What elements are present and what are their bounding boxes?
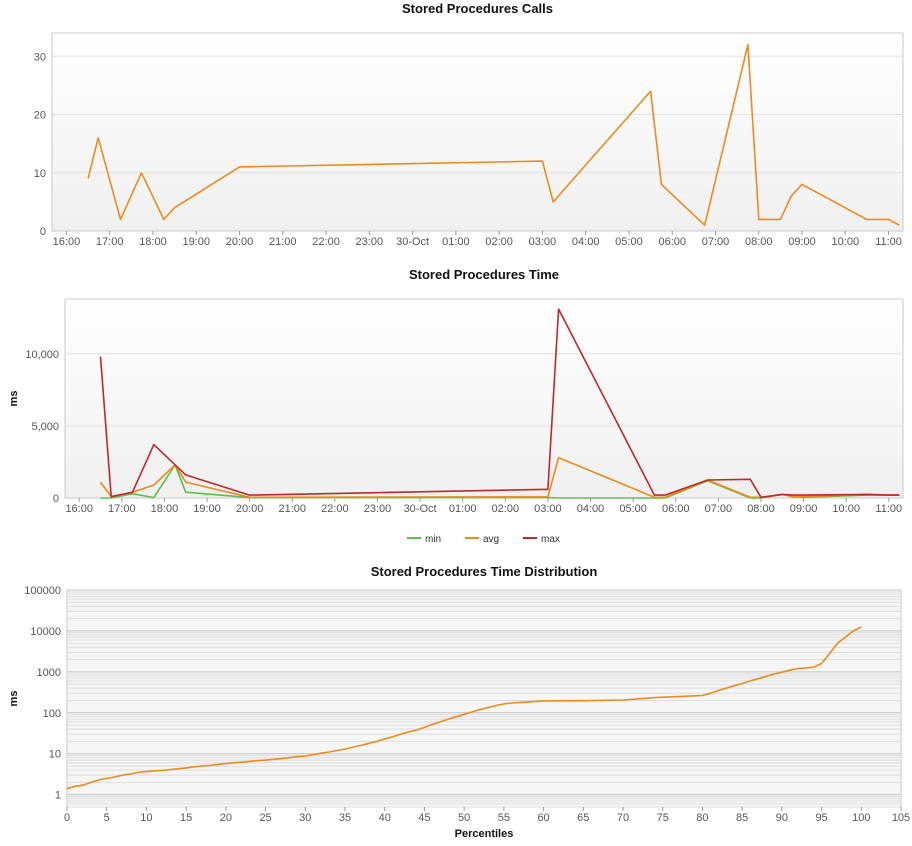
chart-2-plot-area [64, 298, 904, 499]
chart-3-x-tick-label: 25 [259, 812, 271, 824]
chart-2-title: Stored Procedures Time [409, 267, 559, 282]
chart-3-x-tick-label: 40 [379, 812, 391, 824]
chart-2-x-tick-label: 10:00 [832, 503, 860, 515]
chart-3-y-tick-label: 1000 [37, 667, 61, 679]
chart-1-y-tick-label: 10 [34, 168, 46, 180]
chart-3-x-tick-label: 10 [140, 812, 152, 824]
chart-3-x-tick-label: 100 [852, 812, 870, 824]
chart-1-x-tick-label: 10:00 [832, 236, 860, 248]
chart-1-y-tick-label: 0 [40, 226, 46, 238]
chart-2-x-tick-label: 02:00 [492, 503, 520, 515]
chart-3-x-tick-label: 5 [104, 812, 110, 824]
chart-3-x-tick-label: 35 [339, 812, 351, 824]
chart-1-x-tick-label: 30-Oct [396, 236, 429, 248]
chart-3-y-axis-label: ms [8, 691, 20, 707]
chart-1-x-tick-label: 02:00 [485, 236, 513, 248]
chart-1-x-tick-label: 21:00 [269, 236, 297, 248]
chart-3-y-tick-label: 10 [49, 749, 61, 761]
chart-2-x-tick-label: 23:00 [364, 503, 392, 515]
chart-3-x-tick-label: 65 [577, 812, 589, 824]
chart-2-series-max-line [99, 308, 900, 499]
chart-1-x-tick-label: 05:00 [615, 236, 643, 248]
chart-2-x-tick-label: 06:00 [662, 503, 690, 515]
chart-1-series-line-line [87, 43, 900, 226]
chart-3-x-tick-label: 55 [498, 812, 510, 824]
chart-2-y-tick-label: 0 [53, 493, 59, 505]
chart-1-x-tick-label: 11:00 [875, 236, 902, 248]
chart-1-x-tick-label: 01:00 [442, 236, 470, 248]
chart-1-title: Stored Procedures Calls [402, 1, 553, 16]
chart-2-x-tick-label: 20:00 [236, 503, 264, 515]
chart-3-x-tick-label: 90 [776, 812, 788, 824]
chart-3-x-tick-label: 105 [892, 812, 910, 824]
chart-2-x-tick-label: 18:00 [151, 503, 179, 515]
chart-1-x-tick-label: 18:00 [139, 236, 167, 248]
chart-3-x-tick-label: 80 [696, 812, 708, 824]
chart-2: Stored Procedures Time 0 5,000 10,000 16:00 1… [8, 267, 904, 545]
chart-2-x-tick-label: 11:00 [875, 503, 902, 515]
chart-2-x-tick-label: 22:00 [321, 503, 349, 515]
chart-3-y-tick-label: 1 [55, 790, 61, 802]
chart-3-x-tick-label: 15 [180, 812, 192, 824]
chart-3-x-tick-label: 20 [220, 812, 232, 824]
chart-1-x-tick-label: 19:00 [182, 236, 210, 248]
chart-2-y-tick-label: 5,000 [31, 421, 59, 433]
chart-2-x-tick-label: 16:00 [65, 503, 93, 515]
chart-3-title: Stored Procedures Time Distribution [371, 564, 598, 579]
chart-3-x-tick-label: 95 [815, 812, 827, 824]
chart-2-x-tick-label: 19:00 [193, 503, 221, 515]
chart-3-x-tick-label: 45 [418, 812, 430, 824]
chart-1-x-tick-label: 20:00 [226, 236, 254, 248]
chart-3-x-tick-label: 70 [617, 812, 629, 824]
chart-3-x-tick-label: 85 [736, 812, 748, 824]
chart-2-y-axis-label: ms [8, 391, 20, 407]
chart-3-x-tick-label: 75 [657, 812, 669, 824]
chart-2-series-avg-line [99, 456, 900, 499]
chart-3-x-tick-label: 60 [537, 812, 549, 824]
chart-3-y-tick-label: 100 [43, 708, 61, 720]
chart-1-x-tick-label: 16:00 [53, 236, 81, 248]
chart-2-x-tick-label: 04:00 [577, 503, 605, 515]
chart-2-legend-label-max: max [541, 534, 560, 545]
chart-1-plot-area [51, 32, 904, 232]
chart-1: Stored Procedures Calls 0 10 20 30 16:00 17:00… [34, 1, 904, 248]
chart-1-y-tick-label: 20 [34, 110, 46, 122]
chart-2-x-tick-label: 03:00 [534, 503, 562, 515]
chart-3-x-tick-label: 50 [458, 812, 470, 824]
chart-3-y-tick-label: 10000 [30, 626, 61, 638]
chart-2-x-tick-label: 01:00 [449, 503, 477, 515]
chart-1-x-tick-label: 08:00 [745, 236, 773, 248]
chart-2-legend-label-avg: avg [483, 534, 499, 545]
chart-1-x-tick-label: 09:00 [788, 236, 816, 248]
chart-3-x-tick-label: 30 [299, 812, 311, 824]
chart-3-series-line-line [66, 626, 862, 790]
chart-2-x-tick-label: 30-Oct [404, 503, 437, 515]
chart-2-x-tick-label: 08:00 [747, 503, 775, 515]
chart-3-x-axis-label: Percentiles [455, 828, 514, 840]
chart-2-x-tick-label: 17:00 [108, 503, 136, 515]
chart-2-x-tick-label: 21:00 [278, 503, 306, 515]
chart-2-x-tick-label: 05:00 [619, 503, 647, 515]
chart-3-x-tick-label: 0 [64, 812, 70, 824]
chart-2-x-tick-label: 09:00 [790, 503, 818, 515]
chart-3: Stored Procedures Time Distribution 1 10 10… [8, 564, 910, 840]
chart-1-x-tick-label: 23:00 [356, 236, 384, 248]
chart-1-x-tick-label: 04:00 [572, 236, 600, 248]
chart-1-x-tick-label: 06:00 [658, 236, 686, 248]
chart-1-x-tick-label: 07:00 [702, 236, 730, 248]
chart-2-x-tick-label: 07:00 [705, 503, 733, 515]
chart-3-y-tick-label: 100000 [24, 585, 61, 597]
chart-2-y-tick-label: 10,000 [25, 349, 59, 361]
chart-3-plot-area [66, 589, 902, 808]
chart-1-y-tick-label: 30 [34, 51, 46, 63]
chart-2-legend-label-min: min [425, 534, 441, 545]
chart-1-x-tick-label: 22:00 [312, 236, 340, 248]
chart-1-x-tick-label: 17:00 [96, 236, 124, 248]
chart-1-x-tick-label: 03:00 [529, 236, 557, 248]
